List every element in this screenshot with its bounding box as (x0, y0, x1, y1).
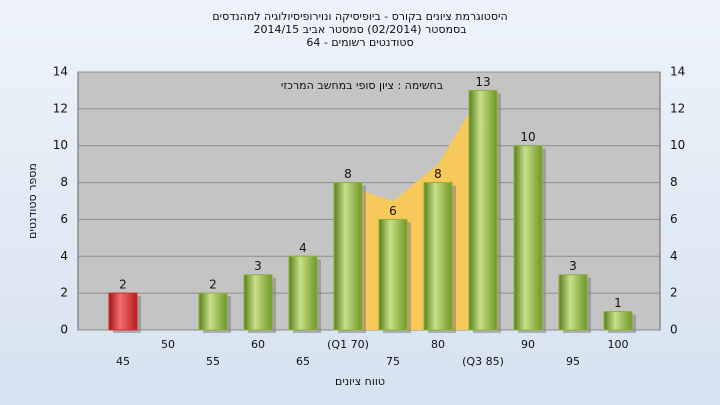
bar (423, 182, 453, 331)
bar (603, 311, 633, 331)
x-tick-label: 55 (206, 355, 220, 368)
bar (243, 274, 273, 331)
data-label: 1 (614, 296, 622, 310)
y2-tick-label: 8 (670, 175, 678, 189)
x-tick-label: 90 (521, 338, 535, 351)
y-tick-label: 6 (60, 212, 68, 226)
data-label: 8 (344, 167, 352, 181)
x-tick-label: 60 (251, 338, 265, 351)
data-label: 4 (299, 241, 307, 255)
x-tick-label: 95 (566, 355, 580, 368)
data-label: 8 (434, 167, 442, 181)
chart-subtitle: בסמסטר (02/2014) סמסטר אביב 2014/15 (253, 23, 466, 36)
y-tick-label: 12 (53, 101, 68, 115)
bar (333, 182, 363, 331)
x-tick-label: 75 (386, 355, 400, 368)
y-tick-label: 0 (60, 323, 68, 337)
y2-tick-label: 14 (670, 65, 685, 79)
y-tick-label: 14 (53, 65, 68, 79)
annotation: בחשימה : ציון סופי במחשב המרכזי (281, 79, 443, 92)
data-label: 10 (520, 130, 535, 144)
x-axis-label: טווח ציונים (335, 375, 385, 388)
x-tick-label: (Q3 85) (462, 355, 504, 368)
bar (108, 292, 138, 331)
x-tick-label: 100 (608, 338, 629, 351)
data-label: 2 (209, 278, 217, 292)
data-label: 3 (569, 259, 577, 273)
y2-tick-label: 2 (670, 286, 678, 300)
y-tick-label: 10 (53, 138, 68, 152)
y-tick-label: 8 (60, 175, 68, 189)
bar (558, 274, 588, 331)
data-label: 13 (475, 75, 490, 89)
data-label: 2 (119, 278, 127, 292)
bar (378, 218, 408, 331)
x-tick-label: 50 (161, 338, 175, 351)
x-tick-label: 65 (296, 355, 310, 368)
x-tick-label: (Q1 70) (327, 338, 369, 351)
bar (198, 292, 228, 331)
y2-tick-label: 4 (670, 249, 678, 263)
y2-tick-label: 0 (670, 323, 678, 337)
y-tick-label: 2 (60, 286, 68, 300)
y-axis-label: מספר סטודנטים (26, 163, 39, 239)
chart-title: היסטוגרמת ציונים בקורס - ביופיסיקה ונויר… (212, 10, 507, 23)
bar (468, 89, 498, 331)
y2-tick-label: 12 (670, 101, 685, 115)
chart-subtitle: סטודנטים רשומים - 64 (306, 36, 413, 49)
bar (288, 255, 318, 331)
y2-tick-label: 6 (670, 212, 678, 226)
x-tick-label: 45 (116, 355, 130, 368)
x-tick-label: 80 (431, 338, 445, 351)
data-label: 3 (254, 259, 262, 273)
y-tick-label: 4 (60, 249, 68, 263)
bar (513, 145, 543, 331)
data-label: 6 (389, 204, 397, 218)
y2-tick-label: 10 (670, 138, 685, 152)
